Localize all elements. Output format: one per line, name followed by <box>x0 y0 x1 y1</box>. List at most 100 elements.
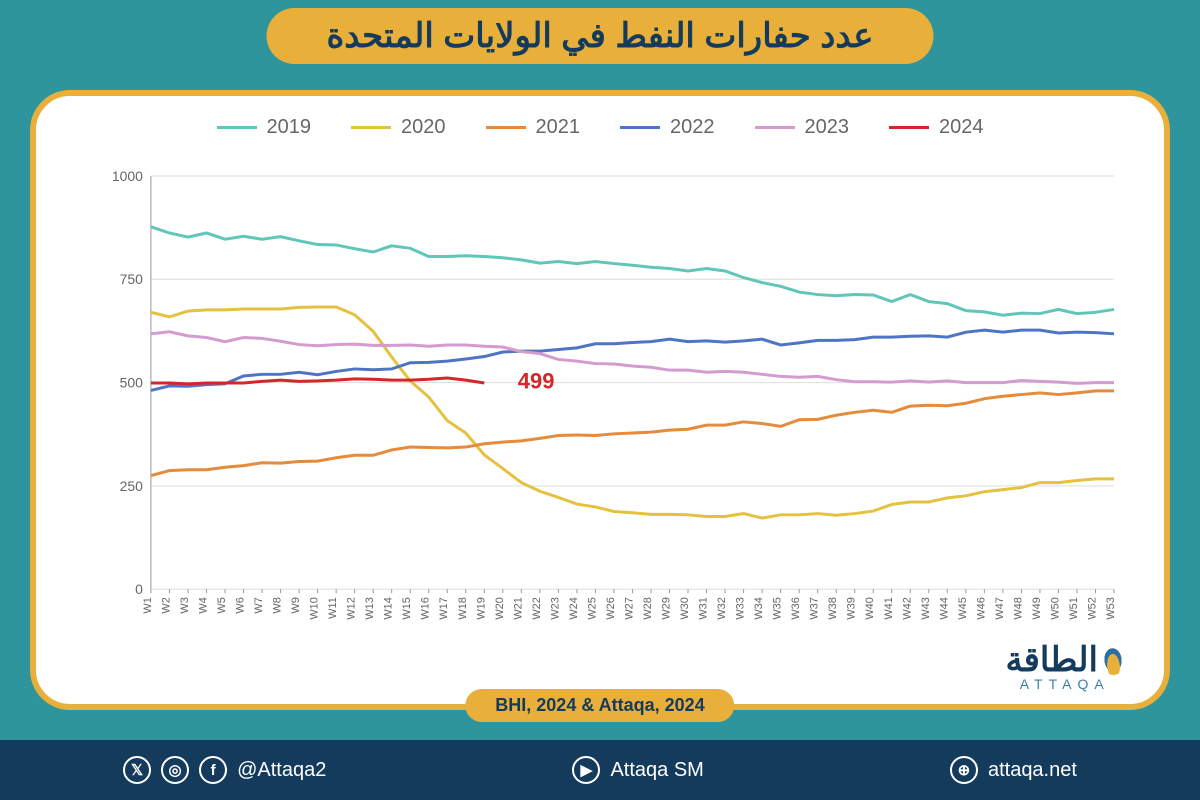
flame-icon <box>1101 644 1126 676</box>
svg-text:W48: W48 <box>1012 597 1024 620</box>
svg-text:W7: W7 <box>253 597 265 613</box>
series-2021 <box>151 391 1114 476</box>
svg-text:250: 250 <box>120 478 144 494</box>
svg-text:W16: W16 <box>420 597 432 620</box>
svg-text:W39: W39 <box>846 597 858 620</box>
svg-text:1000: 1000 <box>112 168 143 184</box>
chart-title: عدد حفارات النفط في الولايات المتحدة <box>266 8 933 64</box>
legend-swatch <box>755 126 795 129</box>
social-handle-text: @Attaqa2 <box>237 759 326 782</box>
svg-text:500: 500 <box>120 375 144 391</box>
youtube-handle: ▶ Attaqa SM <box>572 756 703 784</box>
svg-text:W5: W5 <box>216 597 228 613</box>
svg-text:W41: W41 <box>883 597 895 620</box>
logo-text-ar: الطاقة <box>1005 640 1098 680</box>
legend-swatch <box>217 126 257 129</box>
svg-text:W49: W49 <box>1031 597 1043 620</box>
legend-swatch <box>620 126 660 129</box>
legend-item-2021: 2021 <box>486 116 581 139</box>
svg-text:W6: W6 <box>235 597 247 613</box>
svg-text:W51: W51 <box>1068 597 1080 620</box>
svg-text:W22: W22 <box>531 597 543 620</box>
website-text: attaqa.net <box>988 759 1077 782</box>
facebook-icon: f <box>199 756 227 784</box>
source-label: BHI, 2024 & Attaqa, 2024 <box>465 689 734 722</box>
legend-label: 2023 <box>805 116 850 139</box>
svg-text:W50: W50 <box>1049 597 1061 620</box>
legend-item-2022: 2022 <box>620 116 715 139</box>
plot-area: 0 250 500 750 1000 W1 W2 W3 W4 W5 W6 W7 W8 W9 W10 W11 W1… <box>106 166 1124 634</box>
svg-text:W52: W52 <box>1086 597 1098 620</box>
svg-text:W44: W44 <box>938 597 950 620</box>
svg-text:W10: W10 <box>309 597 321 620</box>
svg-text:W45: W45 <box>957 597 969 620</box>
svg-text:W25: W25 <box>586 597 598 620</box>
svg-text:W23: W23 <box>549 597 561 620</box>
svg-text:W2: W2 <box>160 597 172 613</box>
legend-swatch <box>889 126 929 129</box>
svg-text:W30: W30 <box>679 597 691 620</box>
legend-label: 2021 <box>536 116 581 139</box>
logo-text-en: ATTAQA <box>1005 676 1124 692</box>
svg-text:W20: W20 <box>494 597 506 620</box>
svg-text:W53: W53 <box>1105 597 1117 620</box>
social-handles: 𝕏 ◎ f @Attaqa2 <box>123 756 326 784</box>
svg-text:W24: W24 <box>568 597 580 620</box>
svg-text:W37: W37 <box>809 597 821 620</box>
legend-label: 2022 <box>670 116 715 139</box>
legend-item-2019: 2019 <box>217 116 312 139</box>
legend-label: 2020 <box>401 116 446 139</box>
svg-text:W13: W13 <box>364 597 376 620</box>
svg-text:W46: W46 <box>975 597 987 620</box>
globe-icon: ⊕ <box>950 756 978 784</box>
svg-text:W42: W42 <box>901 597 913 620</box>
svg-text:W11: W11 <box>327 597 339 619</box>
svg-text:W43: W43 <box>920 597 932 620</box>
svg-text:W9: W9 <box>290 597 302 613</box>
svg-text:W18: W18 <box>457 597 469 620</box>
legend-label: 2019 <box>267 116 312 139</box>
series-2020 <box>151 307 1114 518</box>
svg-text:W4: W4 <box>197 597 209 613</box>
svg-text:W36: W36 <box>790 597 802 620</box>
svg-text:W29: W29 <box>660 597 672 620</box>
svg-text:W33: W33 <box>735 597 747 620</box>
instagram-icon: ◎ <box>161 756 189 784</box>
brand-logo: الطاقة ATTAQA <box>1005 640 1124 692</box>
youtube-icon: ▶ <box>572 756 600 784</box>
svg-text:W27: W27 <box>623 597 635 620</box>
svg-text:W26: W26 <box>605 597 617 620</box>
legend-item-2020: 2020 <box>351 116 446 139</box>
annotation-label: 499 <box>518 368 555 393</box>
legend: 2019 2020 2021 2022 2023 2024 <box>36 96 1164 149</box>
svg-text:W35: W35 <box>772 597 784 620</box>
footer-bar: 𝕏 ◎ f @Attaqa2 ▶ Attaqa SM ⊕ attaqa.net <box>0 740 1200 800</box>
youtube-text: Attaqa SM <box>610 759 703 782</box>
series-2019 <box>151 227 1114 315</box>
line-chart-svg: 0 250 500 750 1000 W1 W2 W3 W4 W5 W6 W7 W8 W9 W10 W11 W1… <box>106 166 1124 634</box>
svg-text:W32: W32 <box>716 597 728 620</box>
svg-text:0: 0 <box>135 581 143 597</box>
legend-item-2024: 2024 <box>889 116 984 139</box>
svg-text:W21: W21 <box>512 597 524 620</box>
series-2023 <box>151 332 1114 384</box>
svg-text:750: 750 <box>120 271 144 287</box>
svg-text:W31: W31 <box>698 597 710 620</box>
svg-text:W34: W34 <box>753 597 765 620</box>
svg-text:W14: W14 <box>383 597 395 620</box>
chart-container: 2019 2020 2021 2022 2023 2024 0 250 500 750 1000 W… <box>30 90 1170 710</box>
website-handle: ⊕ attaqa.net <box>950 756 1077 784</box>
svg-text:W15: W15 <box>401 597 413 620</box>
svg-text:W19: W19 <box>475 597 487 620</box>
svg-text:W8: W8 <box>272 597 284 613</box>
legend-swatch <box>351 126 391 129</box>
svg-text:W40: W40 <box>864 597 876 620</box>
svg-text:W38: W38 <box>827 597 839 620</box>
svg-text:W1: W1 <box>142 597 154 613</box>
svg-text:W47: W47 <box>994 597 1006 620</box>
legend-label: 2024 <box>939 116 984 139</box>
svg-text:W12: W12 <box>346 597 358 620</box>
svg-text:W3: W3 <box>179 597 191 613</box>
x-icon: 𝕏 <box>123 756 151 784</box>
svg-text:W28: W28 <box>642 597 654 620</box>
